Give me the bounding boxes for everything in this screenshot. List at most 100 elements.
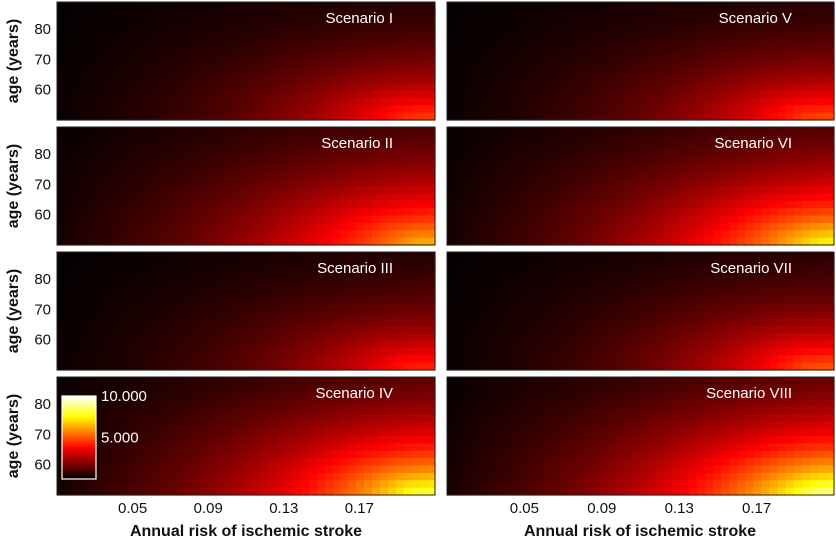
heatmap-cell	[447, 237, 456, 246]
heatmap-cell	[411, 38, 420, 47]
heatmap-cell	[616, 208, 625, 217]
heatmap-cell	[387, 311, 397, 319]
heatmap-cell	[293, 134, 302, 143]
heatmap-cell	[80, 53, 90, 62]
heatmap-cell	[411, 281, 420, 290]
heatmap-cell	[519, 347, 529, 356]
heatmap-cell	[672, 178, 682, 187]
heatmap-cell	[159, 208, 168, 217]
heatmap-cell	[151, 318, 160, 327]
heatmap-cell	[340, 16, 349, 25]
heatmap-cell	[127, 443, 137, 452]
heatmap-cell	[387, 222, 397, 231]
heatmap-cell	[277, 75, 286, 84]
heatmap-cell	[632, 281, 642, 290]
heatmap-cell	[309, 303, 318, 312]
heatmap-cell	[356, 421, 365, 430]
heatmap-cell	[269, 450, 279, 459]
heatmap-panel-2	[57, 127, 436, 246]
heatmap-cell	[293, 112, 302, 121]
heatmap-cell	[801, 105, 811, 114]
heatmap-cell	[316, 215, 326, 224]
heatmap-cell	[372, 208, 381, 217]
heatmap-cell	[104, 252, 113, 260]
heatmap-cell	[198, 105, 208, 114]
heatmap-cell	[120, 83, 129, 92]
heatmap-cell	[261, 311, 271, 319]
heatmap-cell	[705, 90, 714, 99]
heatmap-cell	[559, 31, 569, 40]
heatmap-cell	[120, 333, 129, 342]
heatmap-cell	[127, 9, 137, 18]
heatmap-cell	[379, 163, 389, 172]
heatmap-cell	[608, 237, 617, 246]
heatmap-cell	[592, 24, 601, 33]
heatmap-cell	[737, 75, 746, 84]
heatmap-cell	[372, 24, 381, 33]
heatmap-cell	[648, 24, 658, 33]
heatmap-cell	[112, 421, 121, 430]
heatmap-cell	[419, 487, 428, 496]
heatmap-cell	[301, 259, 310, 268]
heatmap-cell	[104, 208, 113, 217]
heatmap-cell	[151, 384, 160, 393]
heatmap-cell	[463, 178, 472, 187]
heatmap-cell	[285, 31, 294, 40]
heatmap-cell	[576, 105, 585, 114]
heatmap-cell	[656, 156, 666, 165]
heatmap-cell	[104, 127, 113, 135]
heatmap-cell	[120, 178, 129, 187]
heatmap-cell	[761, 112, 771, 121]
heatmap-cell	[427, 171, 436, 180]
heatmap-cell	[143, 252, 153, 260]
heatmap-cell	[324, 362, 334, 371]
heatmap-cell	[198, 90, 208, 99]
heatmap-cell	[198, 450, 208, 459]
heatmap-cell	[340, 311, 349, 319]
heatmap-cell	[403, 208, 412, 217]
heatmap-cell	[543, 303, 553, 312]
heatmap-cell	[64, 266, 74, 275]
heatmap-cell	[324, 406, 334, 415]
heatmap-cell	[535, 186, 545, 194]
heatmap-cell	[96, 288, 105, 297]
heatmap-cell	[364, 208, 373, 217]
heatmap-cell	[785, 156, 795, 165]
heatmap-cell	[372, 163, 381, 172]
heatmap-cell	[576, 333, 585, 342]
heatmap-cell	[301, 163, 310, 172]
heatmap-cell	[640, 83, 650, 92]
heatmap-cell	[559, 156, 569, 165]
heatmap-cell	[616, 237, 625, 246]
heatmap-cell	[672, 208, 682, 217]
heatmap-cell	[463, 105, 472, 114]
heatmap-cell	[198, 318, 208, 327]
heatmap-cell	[463, 46, 472, 55]
heatmap-cell	[230, 266, 239, 275]
heatmap-cell	[801, 16, 811, 25]
heatmap-cell	[559, 178, 569, 187]
heatmap-cell	[696, 90, 706, 99]
heatmap-cell	[503, 237, 513, 246]
heatmap-cell	[567, 252, 577, 260]
heatmap-cell	[309, 288, 318, 297]
heatmap-cell	[277, 53, 286, 62]
heatmap-cell	[825, 200, 835, 209]
heatmap-cell	[785, 200, 795, 209]
heatmap-cell	[159, 46, 168, 55]
heatmap-cell	[511, 186, 521, 194]
heatmap-cell	[809, 134, 819, 143]
heatmap-cell	[551, 68, 561, 77]
heatmap-cell	[372, 9, 381, 18]
heatmap-cell	[455, 266, 464, 275]
heatmap-cell	[364, 428, 373, 437]
heatmap-cell	[246, 134, 255, 143]
heatmap-cell	[80, 46, 90, 55]
heatmap-cell	[419, 288, 428, 297]
heatmap-cell	[72, 178, 82, 187]
heatmap-cell	[127, 53, 137, 62]
heatmap-cell	[214, 163, 223, 172]
heatmap-cell	[72, 127, 82, 135]
heatmap-cell	[680, 178, 690, 187]
heatmap-cell	[214, 391, 223, 400]
